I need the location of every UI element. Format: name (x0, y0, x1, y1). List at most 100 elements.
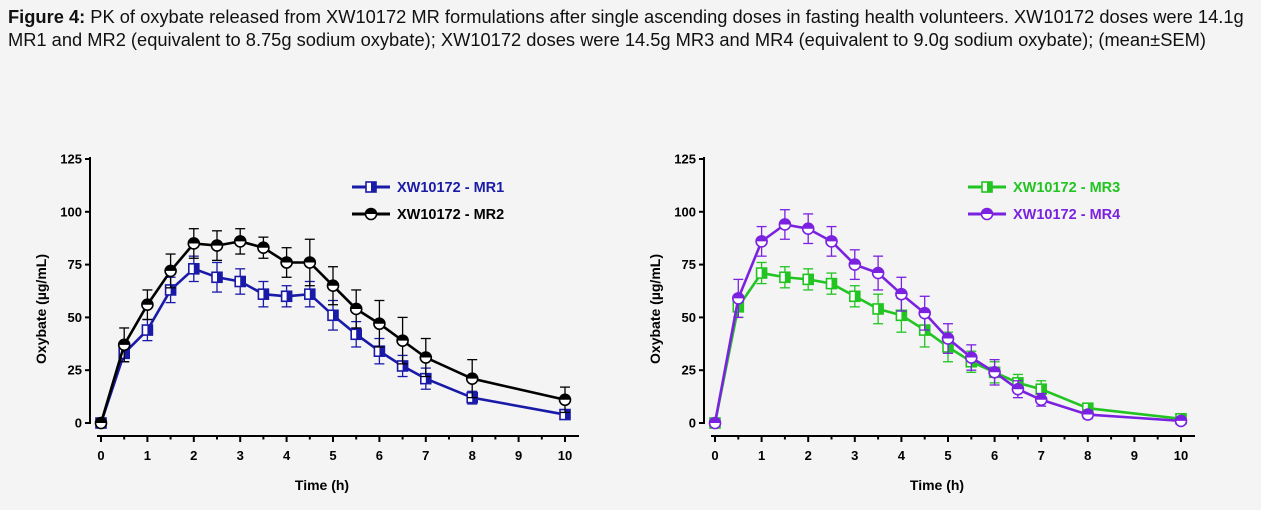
data-point (1034, 393, 1048, 407)
y-tick-label: 75 (682, 257, 696, 272)
x-tick-label: 2 (190, 448, 197, 463)
data-point (349, 302, 363, 316)
data-point (164, 264, 177, 278)
data-point (350, 328, 363, 341)
data-point (825, 235, 838, 248)
legend-label: XW10172 - MR1 (397, 180, 504, 196)
data-point (755, 267, 768, 279)
y-tick-label: 100 (60, 204, 82, 219)
data-point (825, 277, 838, 290)
x-tick-label: 9 (515, 448, 522, 463)
x-tick-label: 9 (1131, 448, 1138, 463)
x-tick-label: 5 (329, 448, 336, 463)
data-point (211, 271, 223, 284)
data-point (1174, 414, 1188, 428)
data-point (779, 271, 791, 284)
y-tick-label: 50 (68, 310, 82, 325)
data-point (233, 235, 247, 248)
y-axis-title: Oxybate (µg/mL) (647, 254, 663, 364)
x-axis-title: Time (h) (910, 477, 964, 493)
data-point (326, 279, 340, 293)
x-tick-label: 0 (711, 448, 718, 463)
x-tick-label: 10 (558, 448, 572, 463)
figure-label: Figure 4: (8, 6, 86, 27)
x-tick-label: 4 (283, 448, 291, 463)
x-tick-label: 3 (237, 448, 244, 463)
data-point (94, 416, 108, 430)
data-point (280, 256, 293, 269)
data-point (895, 309, 908, 322)
legend-label: XW10172 - MR2 (397, 207, 504, 223)
data-point (708, 416, 722, 430)
figure-caption-text: PK of oxybate released from XW10172 MR f… (8, 6, 1244, 50)
data-point (1011, 382, 1025, 396)
data-point (327, 309, 339, 322)
legend-label: XW10172 - MR3 (1013, 180, 1120, 196)
x-tick-label: 4 (898, 448, 906, 463)
data-point (848, 258, 862, 271)
x-axis-title: Time (h) (295, 477, 349, 493)
x-tick-label: 5 (944, 448, 951, 463)
data-point (964, 351, 978, 364)
data-point (558, 393, 572, 407)
data-point (303, 288, 316, 300)
legend-item: XW10172 - MR4 (968, 207, 1120, 223)
data-point (1035, 383, 1047, 396)
data-point (918, 306, 932, 320)
x-tick-label: 0 (97, 448, 104, 463)
legend-marker (980, 207, 994, 221)
x-tick-label: 1 (144, 448, 151, 463)
data-point (210, 239, 224, 252)
y-tick-label: 100 (674, 204, 696, 219)
chart-panel-2: 0 25 50 75 100 125 0 1 2 3 4 5 6 7 8 9 10 Time (h) Oxybate… (647, 152, 1195, 493)
data-point (188, 263, 200, 275)
data-point (234, 275, 246, 288)
series-xw10172-mr4 (708, 209, 1188, 430)
data-point (731, 292, 745, 305)
y-tick-label: 125 (60, 152, 82, 167)
x-tick-label: 10 (1174, 448, 1188, 463)
y-tick-label: 50 (682, 310, 696, 325)
x-tick-label: 6 (991, 448, 998, 463)
x-tick-label: 7 (1038, 448, 1045, 463)
data-point (1081, 408, 1095, 421)
data-point (465, 372, 479, 385)
data-point (988, 366, 1001, 379)
data-point (755, 235, 768, 248)
data-point (303, 256, 317, 269)
data-point (895, 287, 908, 301)
legend-marker (981, 181, 993, 193)
data-point (778, 218, 792, 231)
data-point (373, 317, 386, 331)
data-point (373, 345, 386, 357)
y-tick-label: 75 (68, 257, 82, 272)
series-xw10172-mr2 (94, 228, 572, 430)
x-tick-label: 6 (376, 448, 383, 463)
data-point (801, 222, 815, 235)
legend-item: XW10172 - MR1 (352, 180, 504, 196)
data-point (848, 290, 861, 303)
x-tick-label: 1 (758, 448, 765, 463)
y-tick-label: 0 (75, 416, 82, 431)
legend-marker (365, 181, 377, 193)
legend-label: XW10172 - MR4 (1013, 207, 1120, 223)
legend-item: XW10172 - MR3 (968, 180, 1120, 196)
data-point (187, 237, 201, 250)
x-tick-label: 3 (851, 448, 858, 463)
chart-panel-1: 0 25 50 75 100 125 0 1 2 3 4 5 6 7 8 9 10 Time (h) Oxybate… (33, 152, 579, 493)
y-tick-label: 125 (674, 152, 696, 167)
data-point (280, 290, 293, 303)
x-tick-label: 2 (805, 448, 812, 463)
data-point (117, 338, 131, 352)
data-point (396, 334, 409, 347)
data-point (941, 332, 955, 345)
legend-marker (364, 207, 378, 221)
x-tick-label: 8 (469, 448, 476, 463)
figure-caption: Figure 4: PK of oxybate released from XW… (8, 5, 1253, 51)
y-tick-label: 0 (689, 416, 696, 431)
data-point (871, 266, 885, 280)
legend-item: XW10172 - MR2 (352, 207, 504, 223)
data-point (141, 324, 154, 336)
data-point (257, 288, 270, 300)
